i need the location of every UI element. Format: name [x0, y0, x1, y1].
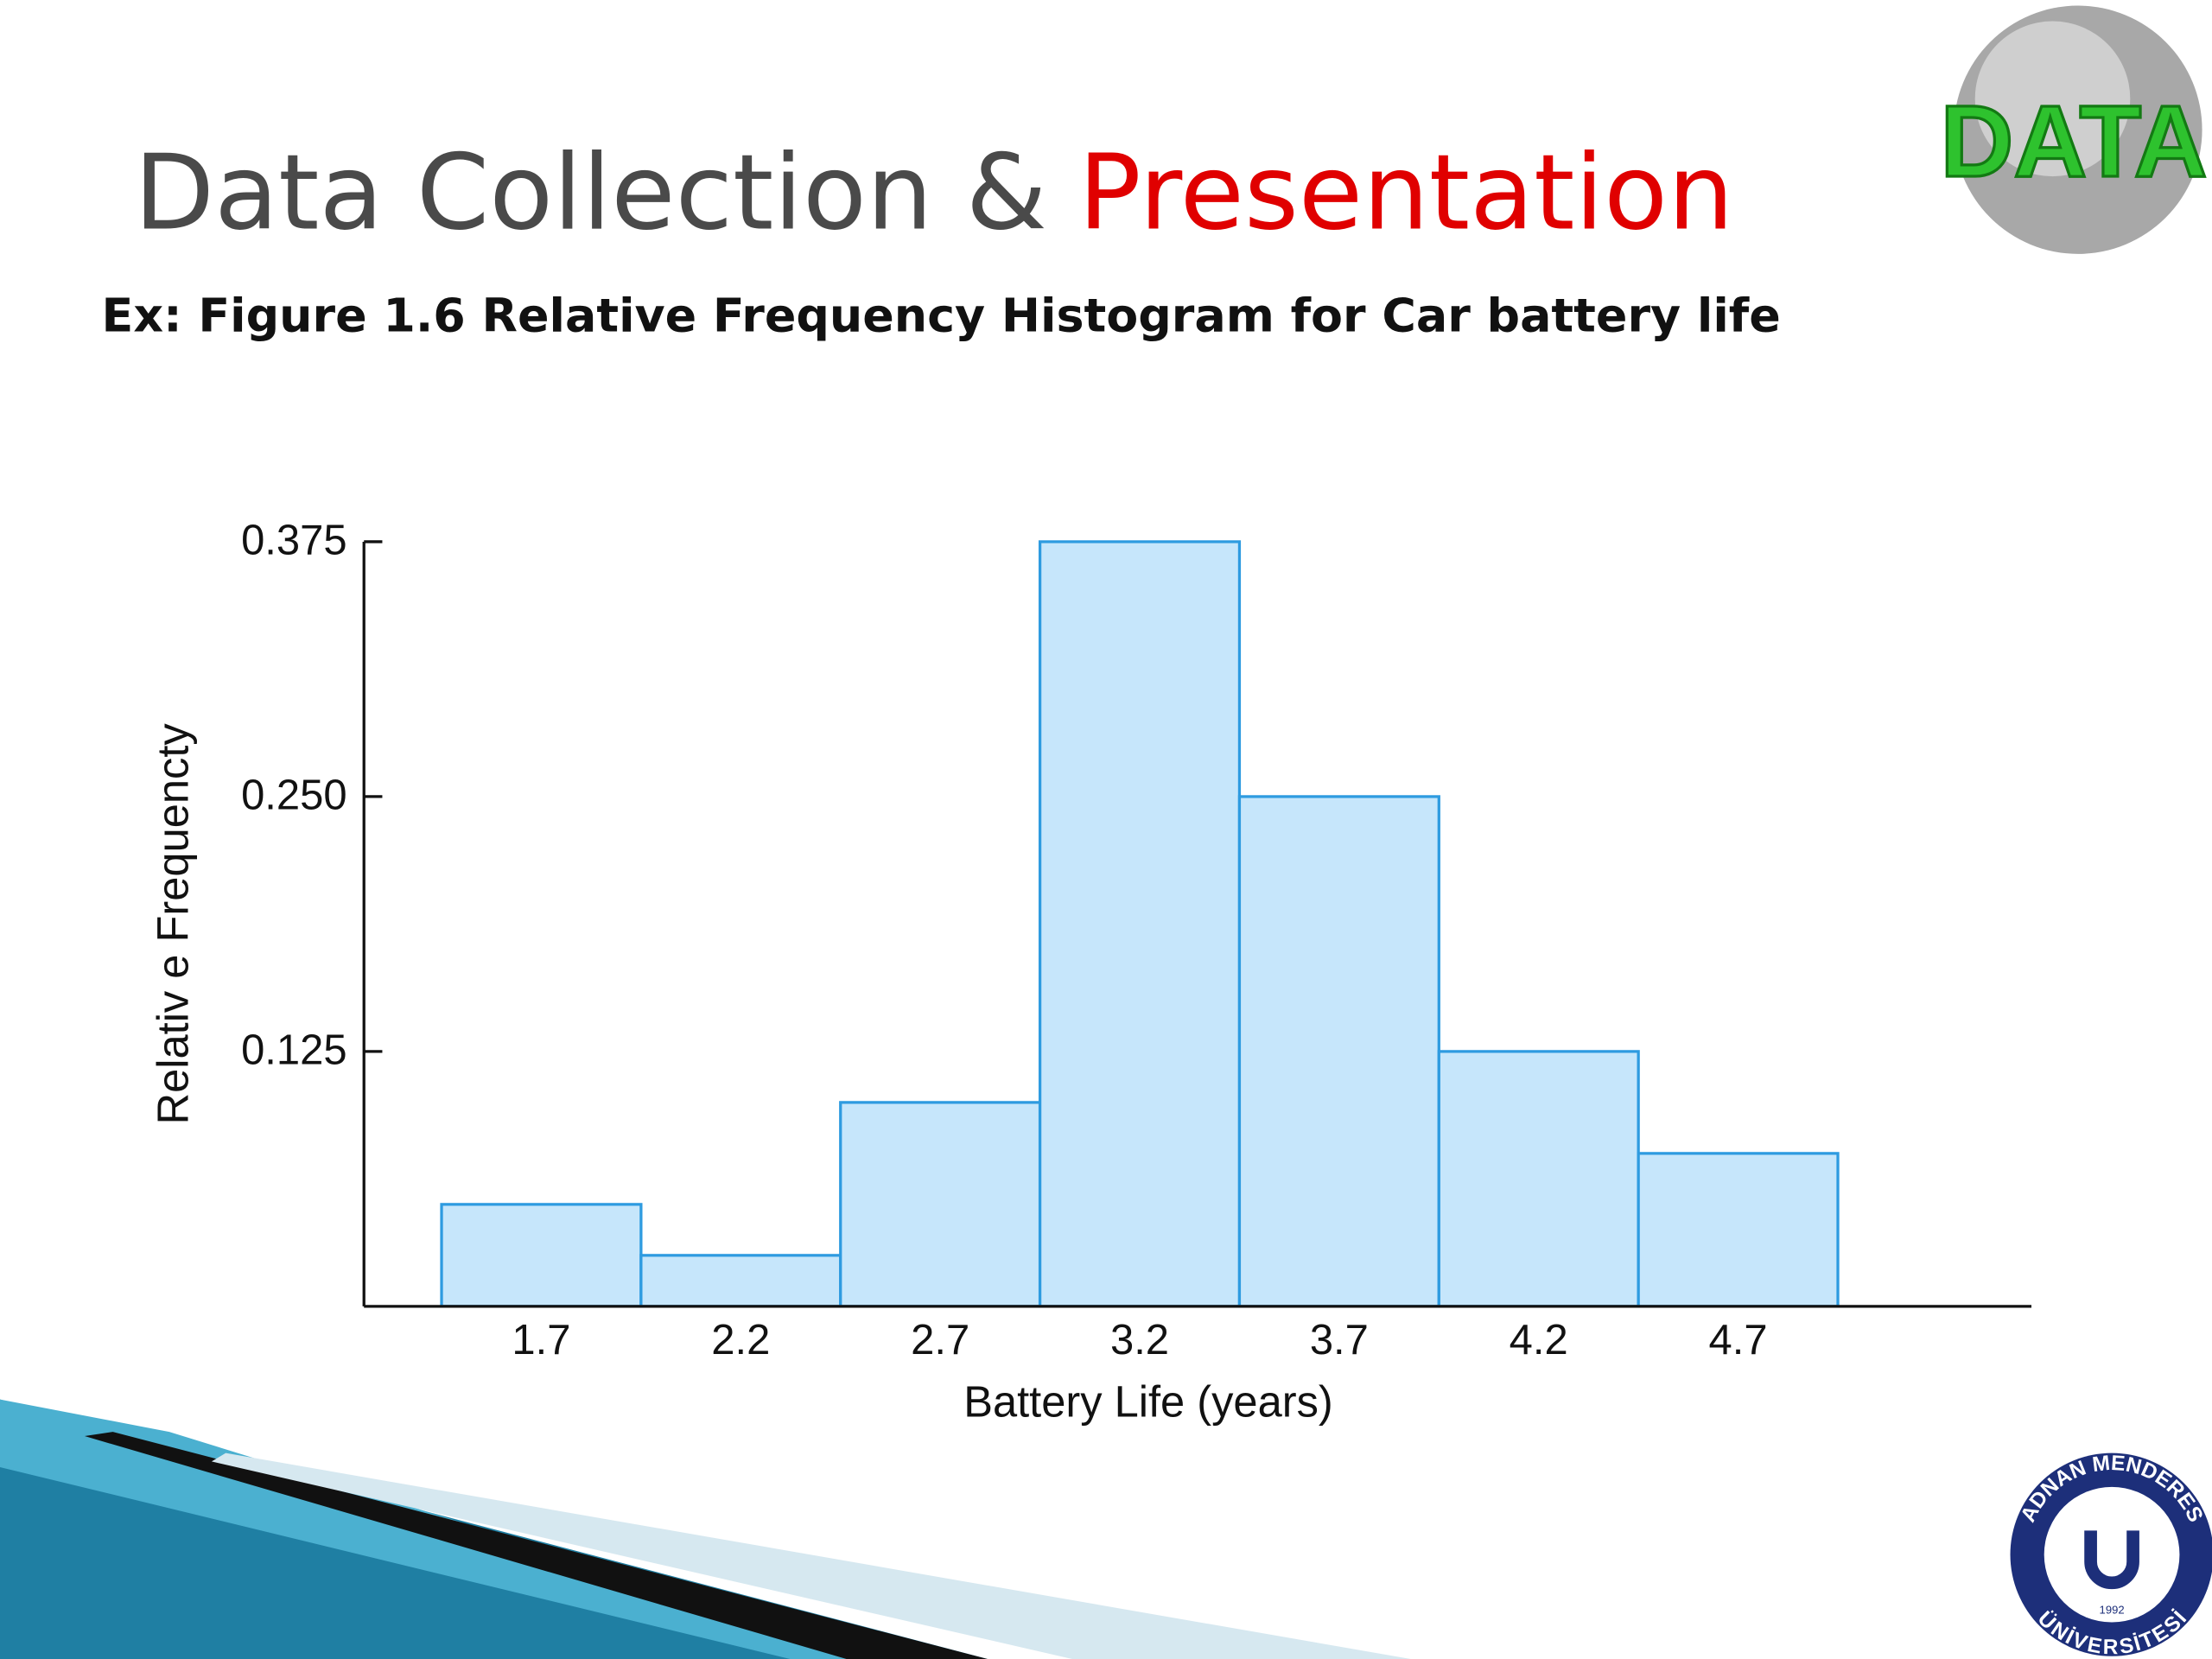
y-tick-label: 0.125 — [241, 1027, 347, 1073]
x-tick-label: 4.7 — [1709, 1317, 1768, 1363]
data-logo-highlight — [1974, 21, 2131, 177]
bar — [1237, 795, 1440, 1308]
x-tick-label: 1.7 — [512, 1317, 570, 1363]
bar — [1637, 1152, 1840, 1308]
title-main: Data Collection & — [134, 132, 1047, 253]
y-tick-label: 0.250 — [241, 772, 347, 818]
bar — [839, 1101, 1042, 1308]
uni-logo-inner — [2044, 1486, 2180, 1623]
x-tick-label: 4.2 — [1510, 1317, 1568, 1363]
swoosh-pale — [211, 1452, 1411, 1659]
x-tick-label: 2.2 — [711, 1317, 770, 1363]
uni-year: 1992 — [2100, 1604, 2125, 1617]
x-axis-label: Battery Life (years) — [963, 1376, 1333, 1426]
subtitle: Ex: Figure 1.6 Relative Frequency Histog… — [102, 289, 1781, 343]
bar — [440, 1203, 643, 1308]
y-tick-label: 0.375 — [241, 518, 347, 564]
bar — [1437, 1050, 1640, 1308]
plot: 1.7 2.2 2.7 3.2 3.7 4.2 4.7 0.125 0.250 0.375 — [241, 518, 2032, 1363]
title: Data Collection & Presentation — [134, 132, 1733, 253]
y-axis-label: Relativ e Frequencty — [148, 723, 197, 1125]
title-highlight: Presentation — [1078, 132, 1734, 253]
bar — [639, 1254, 842, 1308]
data-logo-text: DATA — [1940, 85, 2207, 198]
x-tick-label: 3.7 — [1310, 1317, 1369, 1363]
bar — [1038, 540, 1242, 1308]
swoosh-dark — [84, 1432, 988, 1659]
uni-emblem — [2084, 1530, 2139, 1590]
x-tick-label: 2.7 — [911, 1317, 969, 1363]
x-tick-label: 3.2 — [1110, 1317, 1169, 1363]
